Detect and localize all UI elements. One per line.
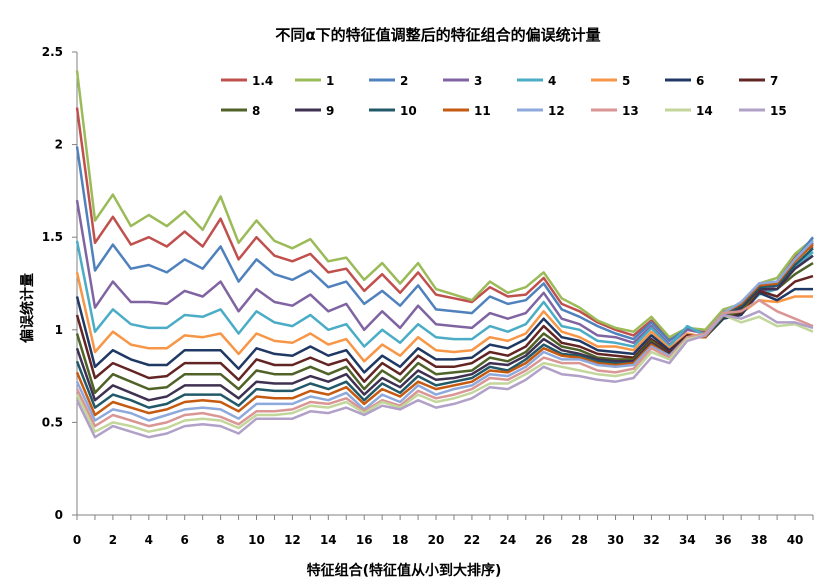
- legend-label: 6: [696, 74, 704, 88]
- legend-label: 15: [770, 104, 787, 118]
- legend-item-4: 4: [517, 74, 556, 88]
- legend-label: 4: [548, 74, 556, 88]
- series-line-3: [75, 199, 814, 346]
- axes: 00.511.522.50 2 4 6 8 10 12 14 16 18 20 22 24 26 28 30 3…: [42, 45, 814, 547]
- legend-label: 5: [622, 74, 630, 88]
- series-line-14: [75, 313, 814, 433]
- series-line-2: [75, 146, 814, 343]
- series-line-9: [75, 254, 814, 402]
- x-tick-label: 26: [535, 533, 552, 547]
- y-tick-label: 2: [55, 138, 63, 152]
- legend-item-8: 8: [221, 104, 260, 118]
- x-tick-label: 18: [392, 533, 409, 547]
- x-tick-label: 0: [73, 533, 81, 547]
- legend-item-6: 6: [665, 74, 704, 88]
- series-line-15: [75, 310, 814, 439]
- x-tick-label: 4: [145, 533, 153, 547]
- series-layer: [75, 70, 814, 439]
- legend-item-11: 11: [443, 104, 491, 118]
- legend-label: 8: [252, 104, 260, 118]
- legend-label: 1.4: [252, 74, 273, 88]
- series-line-10: [75, 247, 814, 409]
- legend-label: 1: [326, 74, 334, 88]
- x-tick-label: 8: [216, 533, 224, 547]
- chart-title: 不同α下的特征值调整后的特征组合的偏误统计量: [275, 26, 600, 44]
- y-axis-label: 偏误统计量: [19, 273, 36, 343]
- y-tick-label: 2.5: [42, 45, 63, 59]
- legend-item-1: 1: [295, 74, 334, 88]
- x-tick-label: 14: [320, 533, 337, 547]
- legend-item-12: 12: [517, 104, 565, 118]
- y-tick-label: 0: [55, 508, 63, 522]
- legend-label: 14: [696, 104, 713, 118]
- x-tick-label: 2: [109, 533, 117, 547]
- legend-item-7: 7: [739, 74, 778, 88]
- x-tick-label: 32: [643, 533, 660, 547]
- x-tick-label: 10: [248, 533, 265, 547]
- x-tick-label: 12: [284, 533, 301, 547]
- legend-item-15: 15: [739, 104, 787, 118]
- x-tick-label: 30: [607, 533, 624, 547]
- series-line-5: [75, 272, 813, 363]
- legend-item-3: 3: [443, 74, 482, 88]
- x-tick-label: 6: [181, 533, 189, 547]
- x-tick-label: 20: [428, 533, 445, 547]
- x-tick-label: 22: [464, 533, 481, 547]
- x-tick-label: 34: [679, 533, 696, 547]
- y-tick-label: 1: [55, 323, 63, 337]
- x-tick-label: 28: [571, 533, 588, 547]
- x-axis-label: 特征组合(特征值从小到大排序): [307, 562, 502, 579]
- legend-item-13: 13: [591, 104, 639, 118]
- x-tick-label: 16: [356, 533, 373, 547]
- legend-item-14: 14: [665, 104, 713, 118]
- x-tick-label: 24: [499, 533, 516, 547]
- y-tick-label: 0.5: [42, 415, 63, 429]
- legend-item-1.4: 1.4: [221, 74, 273, 88]
- legend-item-9: 9: [295, 104, 334, 118]
- y-tick-label: 1.5: [42, 230, 63, 244]
- legend-label: 13: [622, 104, 639, 118]
- series-line-4: [75, 240, 814, 348]
- series-line-8: [75, 262, 814, 395]
- series-line-1.4: [75, 107, 814, 341]
- legend-label: 2: [400, 74, 408, 88]
- legend-label: 11: [474, 104, 491, 118]
- legend-label: 7: [770, 74, 778, 88]
- legend-label: 12: [548, 104, 565, 118]
- x-tick-label: 40: [787, 533, 804, 547]
- legend: 1.4 1 2 3 4 5 6 78 9 10 11 12 13 14 15: [221, 74, 787, 118]
- legend-label: 9: [326, 104, 334, 118]
- x-tick-label: 38: [751, 533, 768, 547]
- legend-label: 3: [474, 74, 482, 88]
- legend-item-2: 2: [369, 74, 408, 88]
- legend-label: 10: [400, 104, 417, 118]
- x-tick-label: 36: [715, 533, 732, 547]
- legend-item-5: 5: [591, 74, 630, 88]
- series-line-13: [75, 298, 814, 428]
- legend-item-10: 10: [369, 104, 417, 118]
